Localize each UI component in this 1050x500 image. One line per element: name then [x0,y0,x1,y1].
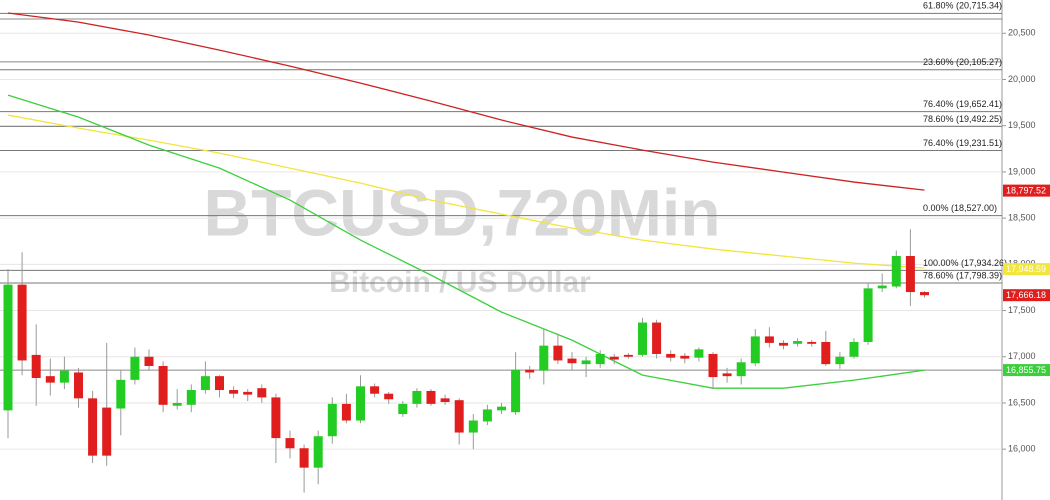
price-tag-label: 17,948.59 [1006,264,1046,274]
candle-body [694,349,704,358]
fib-label: 61.80% (20,715.34) [923,1,1002,11]
fib-label: 76.40% (19,652.41) [923,99,1002,109]
price-tag [1003,289,1050,302]
candle-body [764,336,774,343]
moving-average [7,94,925,389]
candle-body [327,403,337,437]
candle-body [440,398,450,403]
candle-body [905,256,915,293]
candle-body [341,403,351,421]
fib-label: 0.00% (18,527.00) [923,203,997,213]
candle-body [426,390,436,404]
candle-body [652,322,662,354]
candle-body [835,356,845,365]
candle-body [356,386,365,421]
candle-body [750,336,760,364]
candle-body [59,370,69,383]
candle-body [666,353,676,358]
candle-body [88,398,98,456]
candle-body [708,353,718,378]
candle-body [243,391,253,395]
candle-body [525,369,535,373]
y-tick-label: 16,000 [1008,444,1036,454]
moving-average [7,12,925,191]
candle-body [468,420,478,433]
candle-body [271,397,281,439]
candle-body [313,436,323,468]
candle-body [539,345,549,371]
candle-body [45,376,55,383]
price-tag-label: 17,666.18 [1006,290,1046,300]
y-tick-label: 19,500 [1008,120,1036,130]
candle-body [299,448,309,468]
candle-body [511,369,521,413]
fib-label: 76.40% (19,231.51) [923,138,1002,148]
price-tag-label: 18,797.52 [1006,185,1046,195]
y-tick-label: 20,500 [1008,28,1036,38]
candle-body [821,341,831,365]
fib-label: 78.60% (19,492.25) [923,114,1002,124]
candle-body [172,402,182,406]
candle-body [623,354,633,357]
candle-body [581,360,591,365]
candle-body [384,393,394,400]
candle-body [116,379,126,409]
candle-body [779,342,788,346]
candle-body [17,284,27,361]
price-tag [1003,263,1050,276]
candle-body [920,292,929,296]
candle-body [877,285,887,289]
candle-body [412,390,422,404]
candle-body [3,284,13,411]
candle-body [370,386,380,394]
candle-body [609,356,619,360]
candle-body [722,373,732,377]
candle-body [31,354,41,379]
candle-body [285,438,295,449]
candle-body [215,376,224,391]
candle-body [102,407,112,456]
candle-body [736,362,746,377]
watermark-subtitle: Bitcoin / US Dollar [329,266,591,299]
candle-body [553,345,563,361]
y-tick-label: 18,500 [1008,212,1036,222]
candle-body [863,288,873,342]
price-tag [1003,184,1050,197]
candle-body [793,341,803,344]
candle-body [638,322,647,355]
candle-body [144,356,154,366]
candle-body [186,390,196,405]
y-tick-label: 17,500 [1008,305,1036,315]
candle-body [130,356,140,380]
y-tick-label: 17,000 [1008,351,1036,361]
y-tick-label: 19,000 [1008,166,1036,176]
candle-body [454,400,464,433]
candle-body [482,409,492,422]
candle-body [200,376,210,391]
y-tick-label: 20,000 [1008,74,1036,84]
moving-average [7,114,925,269]
candle-body [497,406,506,411]
candle-body [849,341,859,357]
candle-body [74,372,83,399]
fib-label: 78.60% (17,798.39) [923,270,1002,280]
candle-body [595,353,605,365]
fib-label: 23.60% (20,105.27) [923,57,1002,67]
candle-body [257,388,267,398]
candle-body [398,403,408,415]
price-tag [1003,364,1050,377]
candle-body [807,341,817,344]
y-tick-label: 16,500 [1008,397,1036,407]
candle-body [680,355,690,359]
price-tag-label: 16,855.75 [1006,365,1046,375]
watermark-title: BTCUSD,720Min [203,175,720,249]
candle-body [158,365,168,405]
fib-label: 100.00% (17,934.26) [923,258,1007,268]
candle-body [567,358,577,364]
candle-body [891,256,901,287]
candle-body [229,390,239,394]
